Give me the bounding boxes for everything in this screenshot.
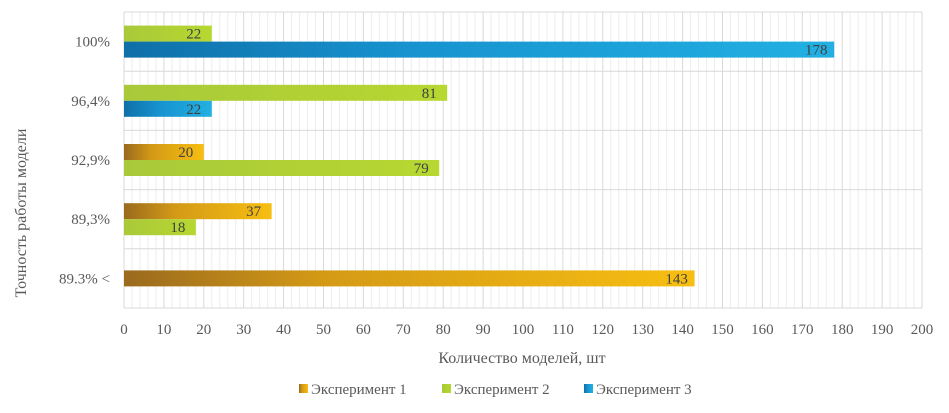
y-axis-title: Точность работы модели	[13, 128, 30, 297]
legend: Эксперимент 1 Эксперимент 2 Эксперимент 3	[299, 382, 692, 398]
y-axis: 100% 96,4% 92,9% 89,3% 89.3% <	[59, 35, 110, 288]
bar-964-series-2	[124, 84, 448, 101]
data-label: 18	[170, 220, 185, 236]
legend-label: Эксперимент 2	[454, 382, 550, 398]
x-tick-label: 40	[276, 322, 291, 338]
legend-label: Эксперимент 1	[311, 382, 407, 398]
legend-swatch	[442, 384, 451, 393]
x-tick-label: 60	[356, 322, 371, 338]
y-category-label: 100%	[75, 35, 110, 51]
data-label: 22	[186, 27, 201, 43]
data-label: 20	[178, 145, 193, 161]
x-axis-title: Количество моделей, шт	[438, 350, 605, 367]
x-tick-label: 70	[396, 322, 411, 338]
x-tick-label: 50	[316, 322, 331, 338]
legend-swatch	[299, 384, 308, 393]
legend-label: Эксперимент 3	[596, 382, 692, 398]
bar-893-series-1	[124, 270, 695, 287]
x-tick-label: 170	[791, 322, 814, 338]
data-label: 143	[665, 271, 688, 287]
x-tick-label: 200	[911, 322, 934, 338]
x-tick-label: 180	[831, 322, 854, 338]
x-tick-label: 100	[512, 322, 535, 338]
bar-929-series-1	[124, 144, 204, 160]
x-tick-label: 150	[711, 322, 734, 338]
bar-100-series-2	[124, 25, 212, 42]
data-label: 79	[414, 161, 429, 177]
x-tick-label: 160	[751, 322, 774, 338]
x-tick-label: 120	[592, 322, 615, 338]
bar-893-series-2	[124, 219, 196, 236]
x-tick-label: 90	[476, 322, 491, 338]
x-tick-label: 190	[871, 322, 894, 338]
y-category-label: 89,3%	[71, 212, 110, 228]
x-axis: 0 10 20 30 40 50 60 70 80 90 100 110 120 130 140 150 160…	[120, 322, 933, 338]
bar-893-series-1	[124, 203, 272, 220]
y-category-label: 96,4%	[71, 94, 110, 110]
x-tick-label: 130	[631, 322, 654, 338]
x-tick-label: 110	[552, 322, 574, 338]
data-label: 37	[246, 204, 262, 220]
bars	[124, 25, 835, 287]
x-tick-label: 30	[236, 322, 251, 338]
data-label: 81	[422, 86, 437, 102]
bar-100-series-3	[124, 41, 835, 58]
data-labels: 22 178 81 22 20 79 37 18 143	[170, 27, 827, 288]
y-category-label: 89.3% <	[59, 271, 110, 287]
bar-929-series-2	[124, 160, 440, 176]
x-tick-label: 10	[156, 322, 171, 338]
data-label: 22	[186, 102, 201, 118]
y-category-label: 92,9%	[71, 153, 110, 169]
x-tick-label: 140	[671, 322, 694, 338]
legend-swatch	[584, 384, 593, 393]
x-tick-label: 80	[436, 322, 451, 338]
data-label: 178	[805, 43, 828, 59]
x-tick-label: 0	[120, 322, 128, 338]
x-tick-label: 20	[196, 322, 211, 338]
bar-964-series-3	[124, 100, 212, 117]
